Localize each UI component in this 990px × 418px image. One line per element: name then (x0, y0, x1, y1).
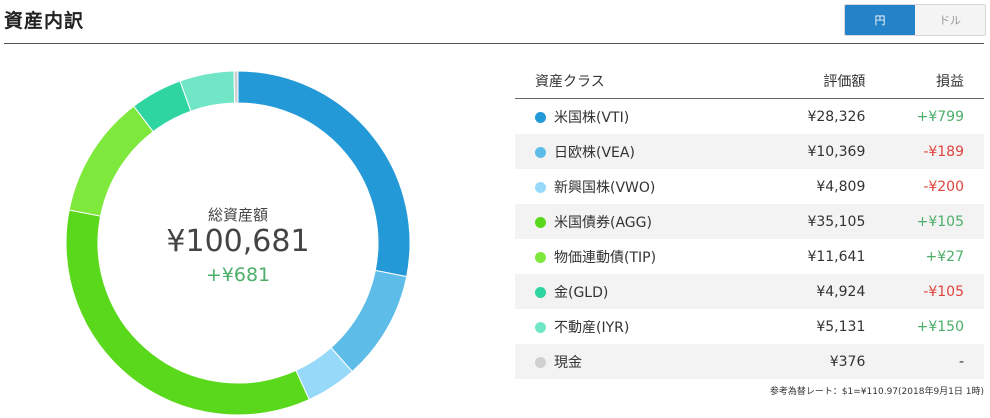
profit-loss-cell: +¥799 (916, 108, 964, 125)
header-profit-loss: 損益 (865, 63, 984, 99)
asset-class-name: 米国債券(AGG) (554, 214, 652, 231)
legend-dot-icon (535, 356, 546, 368)
asset-class-name: 物価連動債(TIP) (554, 249, 657, 266)
profit-loss-cell: +¥105 (865, 204, 984, 239)
asset-table: 資産クラス 評価額 損益 米国株(VTI) ¥28,326 +¥799 日欧株(VEA… (515, 63, 984, 379)
table-row: 米国債券(AGG) ¥35,105 +¥105 (515, 204, 984, 239)
exchange-rate-note: 参考為替レート：$1=¥110.97(2018年9月1日 1時) (769, 387, 984, 397)
legend-dot-icon (535, 286, 546, 298)
table-row: 金(GLD) ¥4,924 -¥105 (515, 274, 984, 309)
table-header-row: 資産クラス 評価額 損益 (515, 63, 984, 99)
asset-class-name: 米国株(VTI) (554, 109, 630, 126)
asset-class-name: 現金 (554, 354, 582, 371)
table-row: 現金 ¥376- (515, 344, 984, 379)
legend-dot-icon (535, 251, 546, 263)
header-valuation: 評価額 (763, 63, 866, 99)
asset-class-cell: 金(GLD) (515, 274, 764, 309)
legend-dot-icon (535, 216, 546, 228)
valuation-cell: ¥4,809 (816, 178, 866, 195)
profit-loss-cell: -¥200 (923, 178, 964, 195)
page-title: 資産内訳 (4, 10, 85, 32)
table-row: 新興国株(VWO) ¥4,809 -¥200 (515, 169, 984, 204)
donut-center: 総資産額 ¥100,681 +¥681 (63, 68, 413, 418)
asset-class-cell: 現金 (515, 344, 764, 379)
asset-class-name: 日欧株(VEA) (554, 144, 635, 161)
table-row: 不動産(IYR) ¥5,131 +¥150 (515, 309, 984, 344)
valuation-cell: ¥376 (763, 344, 866, 379)
asset-class-cell: 米国株(VTI) (515, 99, 763, 135)
total-assets-value: ¥100,681 (166, 224, 310, 259)
legend-dot-icon (535, 321, 546, 333)
profit-loss-cell: - (865, 344, 984, 379)
valuation-cell: ¥35,105 (763, 204, 866, 239)
yen-toggle-button[interactable]: 円 (845, 5, 915, 35)
asset-donut-chart (65, 70, 411, 416)
table-row: 米国株(VTI) ¥28,326 +¥799 (515, 99, 984, 135)
asset-class-cell: 米国債券(AGG) (515, 204, 764, 239)
legend-dot-icon (535, 111, 546, 123)
table-row: 物価連動債(TIP) ¥11,641 +¥27 (515, 239, 984, 274)
currency-toggle: 円 ドル (844, 4, 986, 36)
profit-loss-cell: +¥150 (916, 318, 964, 335)
legend-dot-icon (535, 146, 546, 158)
profit-loss-cell: -¥105 (865, 274, 984, 309)
valuation-cell: ¥5,131 (816, 318, 866, 335)
asset-class-name: 金(GLD) (554, 284, 609, 301)
asset-class-cell: 日欧株(VEA) (515, 134, 764, 169)
total-assets-change: +¥681 (205, 264, 271, 286)
header-asset-class: 資産クラス (515, 63, 764, 99)
valuation-cell: ¥11,641 (807, 248, 866, 265)
asset-class-cell: 物価連動債(TIP) (515, 239, 763, 274)
asset-class-name: 不動産(IYR) (554, 319, 630, 336)
header-divider (4, 43, 984, 44)
asset-class-cell: 新興国株(VWO) (515, 169, 763, 204)
total-assets-label: 総資産額 (207, 206, 268, 224)
valuation-cell: ¥28,326 (807, 108, 866, 125)
asset-class-name: 新興国株(VWO) (554, 179, 656, 196)
donut-slice-7 (233, 70, 239, 104)
valuation-cell: ¥10,369 (763, 134, 866, 169)
profit-loss-cell: +¥27 (925, 248, 964, 265)
legend-dot-icon (535, 181, 546, 193)
valuation-cell: ¥4,924 (763, 274, 866, 309)
table-row: 日欧株(VEA) ¥10,369 -¥189 (515, 134, 984, 169)
usd-toggle-button[interactable]: ドル (915, 5, 985, 35)
asset-class-cell: 不動産(IYR) (515, 309, 763, 344)
profit-loss-cell: -¥189 (865, 134, 984, 169)
